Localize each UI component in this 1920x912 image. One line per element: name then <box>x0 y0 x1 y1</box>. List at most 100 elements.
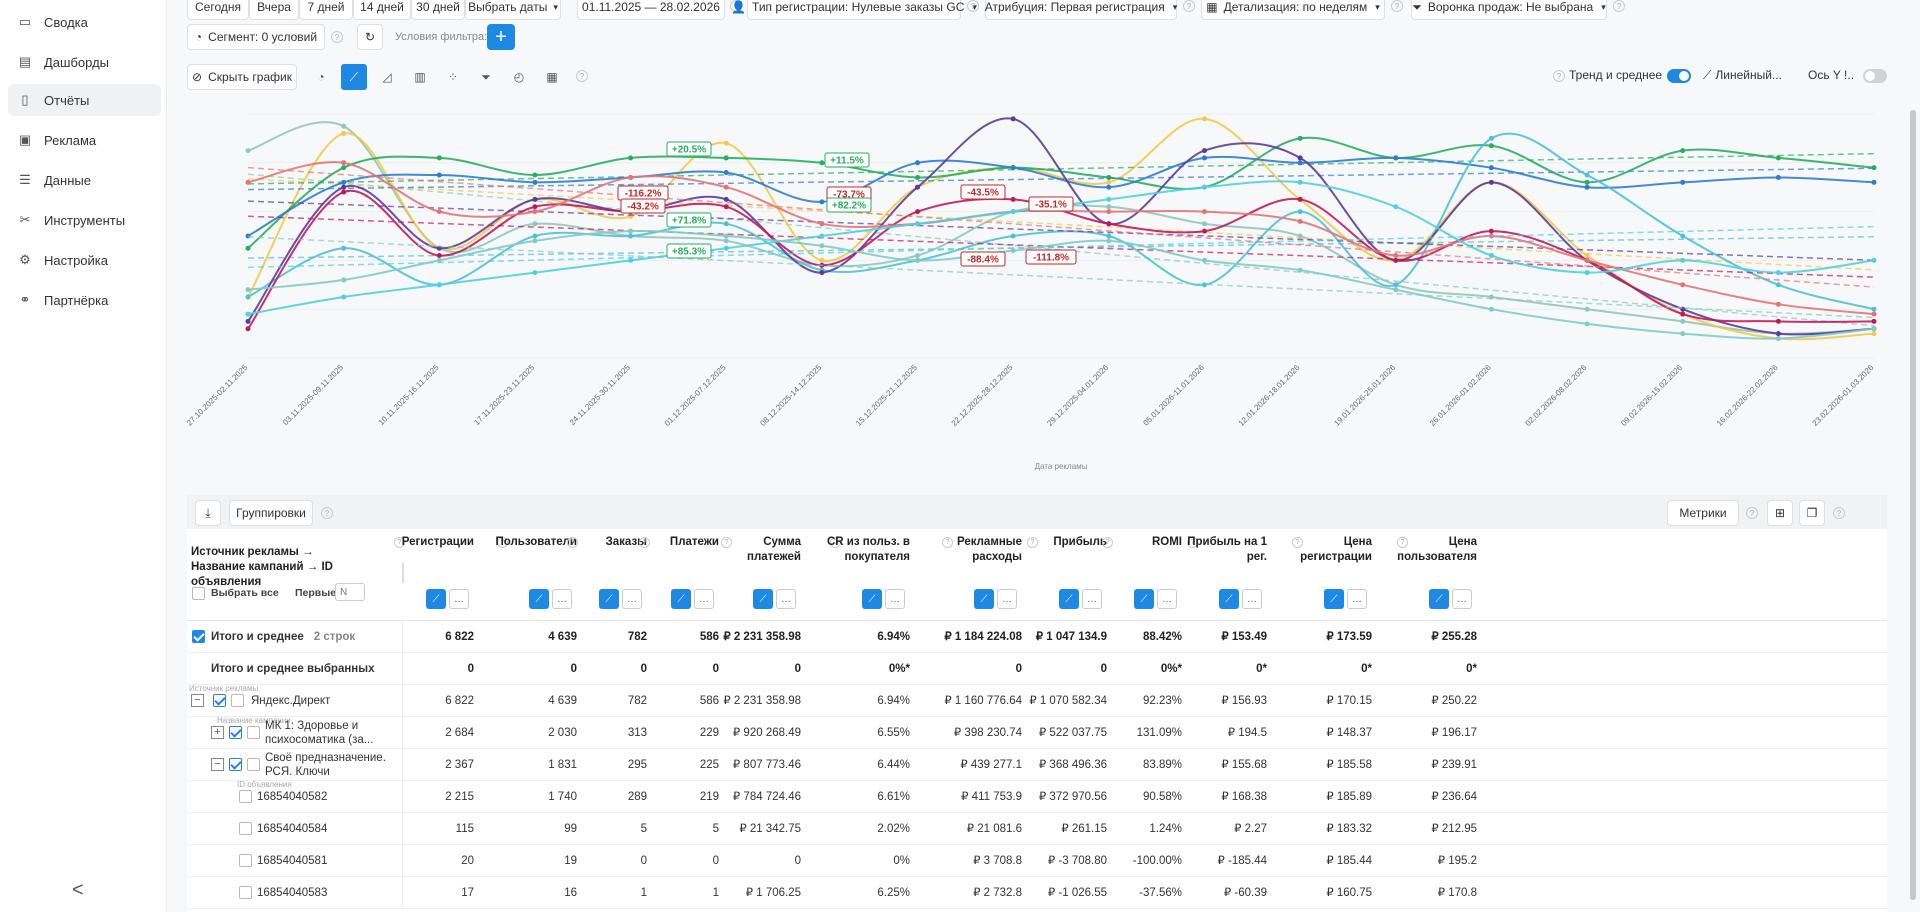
help-icon[interactable]: ? <box>1613 0 1625 12</box>
column-header[interactable]: Цена пользователя <box>1397 536 1477 563</box>
sidebar-item-2[interactable]: ▯ Отчёты <box>8 84 161 116</box>
help-icon[interactable]: ? <box>321 507 333 519</box>
funnel-chart-button[interactable]: ⏷ <box>473 64 499 90</box>
column-header[interactable]: Заказы <box>605 536 647 548</box>
preset-14days-button[interactable]: 14 дней <box>353 0 411 20</box>
help-icon[interactable]: ? <box>1027 537 1038 548</box>
table-row[interactable]: 16854040581 20 19 0 0 0 0% ₽ 3 708.8 ₽ -3 708.80… <box>187 845 1887 877</box>
table-row[interactable]: Итого и среднее выбранных 0 0 0 0 0 0%* 0 0 0%* 0*… <box>187 653 1887 685</box>
table-row[interactable]: Источник рекламы − Яндекс.Директ 6 822 4 639… <box>187 684 1887 717</box>
attribution-select[interactable]: Атрибуция: Первая регистрация ▾ <box>985 0 1177 20</box>
column-header[interactable]: Рекламные расходы <box>956 536 1022 563</box>
column-chart-button[interactable]: ⟋ <box>862 589 882 609</box>
row-checkbox[interactable] <box>247 726 260 739</box>
column-header[interactable]: Прибыль на 1 рег. <box>1187 536 1267 563</box>
column-chart-button[interactable]: ⟋ <box>529 589 549 609</box>
help-icon[interactable]: ? <box>1183 0 1195 12</box>
column-menu-button[interactable]: … <box>694 589 714 609</box>
sidebar-item-5[interactable]: ✂ Инструменты <box>8 204 161 236</box>
refresh-button[interactable]: ↻ <box>357 24 383 50</box>
column-menu-button[interactable]: … <box>1452 589 1472 609</box>
sidebar-item-7[interactable]: ⚭ Партнёрка <box>8 284 161 316</box>
table-row[interactable]: − Своё предназначение. РСЯ. Ключи 2 367 1 8… <box>187 749 1887 781</box>
column-menu-button[interactable]: … <box>776 589 796 609</box>
column-resize-handle[interactable] <box>402 563 404 583</box>
row-checkbox[interactable] <box>231 694 244 707</box>
add-filter-button[interactable]: + <box>487 24 515 50</box>
preset-7days-button[interactable]: 7 дней <box>299 0 353 20</box>
grid-chart-button[interactable]: ▦ <box>539 64 565 90</box>
column-header[interactable]: Пользователи <box>495 536 577 548</box>
help-icon[interactable]: ? <box>576 70 588 82</box>
help-icon[interactable]: ? <box>1187 537 1198 548</box>
help-icon[interactable]: ? <box>394 537 405 548</box>
hide-chart-button[interactable]: ⊘ Скрыть график <box>187 64 297 90</box>
download-button[interactable]: ⤓ <box>195 500 221 526</box>
preset-yesterday-button[interactable]: Вчера <box>249 0 299 20</box>
help-icon[interactable]: ? <box>497 537 508 548</box>
total-checkbox[interactable] <box>192 630 205 643</box>
column-menu-button[interactable]: … <box>552 589 572 609</box>
column-chart-button[interactable]: ⟋ <box>1429 589 1449 609</box>
sidebar-item-0[interactable]: ▭ Сводка <box>8 6 161 38</box>
column-chart-button[interactable]: ⟋ <box>1219 589 1239 609</box>
help-icon[interactable]: ? <box>331 31 343 43</box>
column-chart-button[interactable]: ⟋ <box>1134 589 1154 609</box>
column-header[interactable]: Регистрации <box>401 536 474 548</box>
table-row[interactable]: Название кампании + МК 1: Здоровье и психо… <box>187 716 1887 749</box>
linear-select[interactable]: ⟋ Линейный... <box>1703 68 1782 83</box>
help-icon[interactable]: ? <box>639 537 650 548</box>
groupings-button[interactable]: Группировки <box>229 500 313 526</box>
row-checkbox[interactable] <box>239 886 252 899</box>
row-checkbox[interactable] <box>239 854 252 867</box>
sidebar-item-6[interactable]: ⚙ Настройка <box>8 244 161 276</box>
column-chart-button[interactable]: ⟋ <box>1324 589 1344 609</box>
sidebar-item-3[interactable]: ▣ Реклама <box>8 124 161 156</box>
group-checkbox[interactable] <box>229 726 242 739</box>
help-icon[interactable]: ? <box>721 537 732 548</box>
column-chart-button[interactable]: ⟋ <box>1059 589 1079 609</box>
bar-chart-button[interactable]: ▥ <box>407 64 433 90</box>
group-checkbox[interactable] <box>213 694 226 707</box>
help-icon[interactable]: ? <box>967 0 979 12</box>
column-header[interactable]: Цена регистрации <box>1300 536 1372 563</box>
table-row[interactable]: Итого и среднее 2 строк 6 822 4 639 782 586 ₽ … <box>187 621 1887 653</box>
help-icon[interactable]: ? <box>830 537 841 548</box>
expand-toggle[interactable]: − <box>191 694 204 707</box>
column-menu-button[interactable]: … <box>885 589 905 609</box>
help-icon[interactable]: ? <box>567 537 578 548</box>
preset-30days-button[interactable]: 30 дней <box>411 0 465 20</box>
pie-chart-button[interactable]: ◔ <box>308 64 334 90</box>
column-menu-button[interactable]: … <box>1082 589 1102 609</box>
registration-type-select[interactable]: 👤 Тип регистрации: Нулевые заказы GC ▾ <box>731 0 977 20</box>
help-icon[interactable]: ? <box>1102 537 1113 548</box>
column-chart-button[interactable]: ⟋ <box>974 589 994 609</box>
help-icon[interactable]: ? <box>1397 537 1408 548</box>
table-row[interactable]: 16854040584 115 99 5 5 ₽ 21 342.75 2.02% ₽ 21 0… <box>187 813 1887 845</box>
sidebar-item-4[interactable]: ☰ Данные <box>8 164 161 196</box>
collapse-sidebar-button[interactable]: < <box>72 879 84 901</box>
copy-button[interactable]: ❐ <box>1799 500 1825 526</box>
metrics-button[interactable]: Метрики <box>1667 500 1739 526</box>
help-icon[interactable]: ? <box>1292 537 1303 548</box>
column-chart-button[interactable]: ⟋ <box>753 589 773 609</box>
segment-button[interactable]: ◔ Сегмент: 0 условий <box>187 24 325 50</box>
scrollbar[interactable] <box>1906 0 1920 912</box>
column-chart-button[interactable]: ⟋ <box>426 589 446 609</box>
line-chart-button[interactable]: ⟋ <box>341 64 367 90</box>
trend-toggle[interactable] <box>1667 69 1691 83</box>
table-row[interactable]: ID объявления 16854040582 2 215 1 740 289 219… <box>187 780 1887 813</box>
preset-today-button[interactable]: Сегодня <box>187 0 249 20</box>
scatter-chart-button[interactable]: ⁘ <box>440 64 466 90</box>
area-chart-button[interactable]: ◿ <box>374 64 400 90</box>
column-menu-button[interactable]: … <box>1242 589 1262 609</box>
funnel-select[interactable]: ⏷ Воронка продаж: Не выбрана ▾ <box>1411 0 1607 20</box>
column-menu-button[interactable]: … <box>1157 589 1177 609</box>
row-checkbox[interactable] <box>239 790 252 803</box>
column-menu-button[interactable]: … <box>997 589 1017 609</box>
column-chart-button[interactable]: ⟋ <box>599 589 619 609</box>
column-header[interactable]: Сумма платежей <box>747 536 801 563</box>
row-checkbox[interactable] <box>239 822 252 835</box>
help-icon[interactable]: ? <box>942 537 953 548</box>
help-icon[interactable]: ? <box>730 0 742 12</box>
